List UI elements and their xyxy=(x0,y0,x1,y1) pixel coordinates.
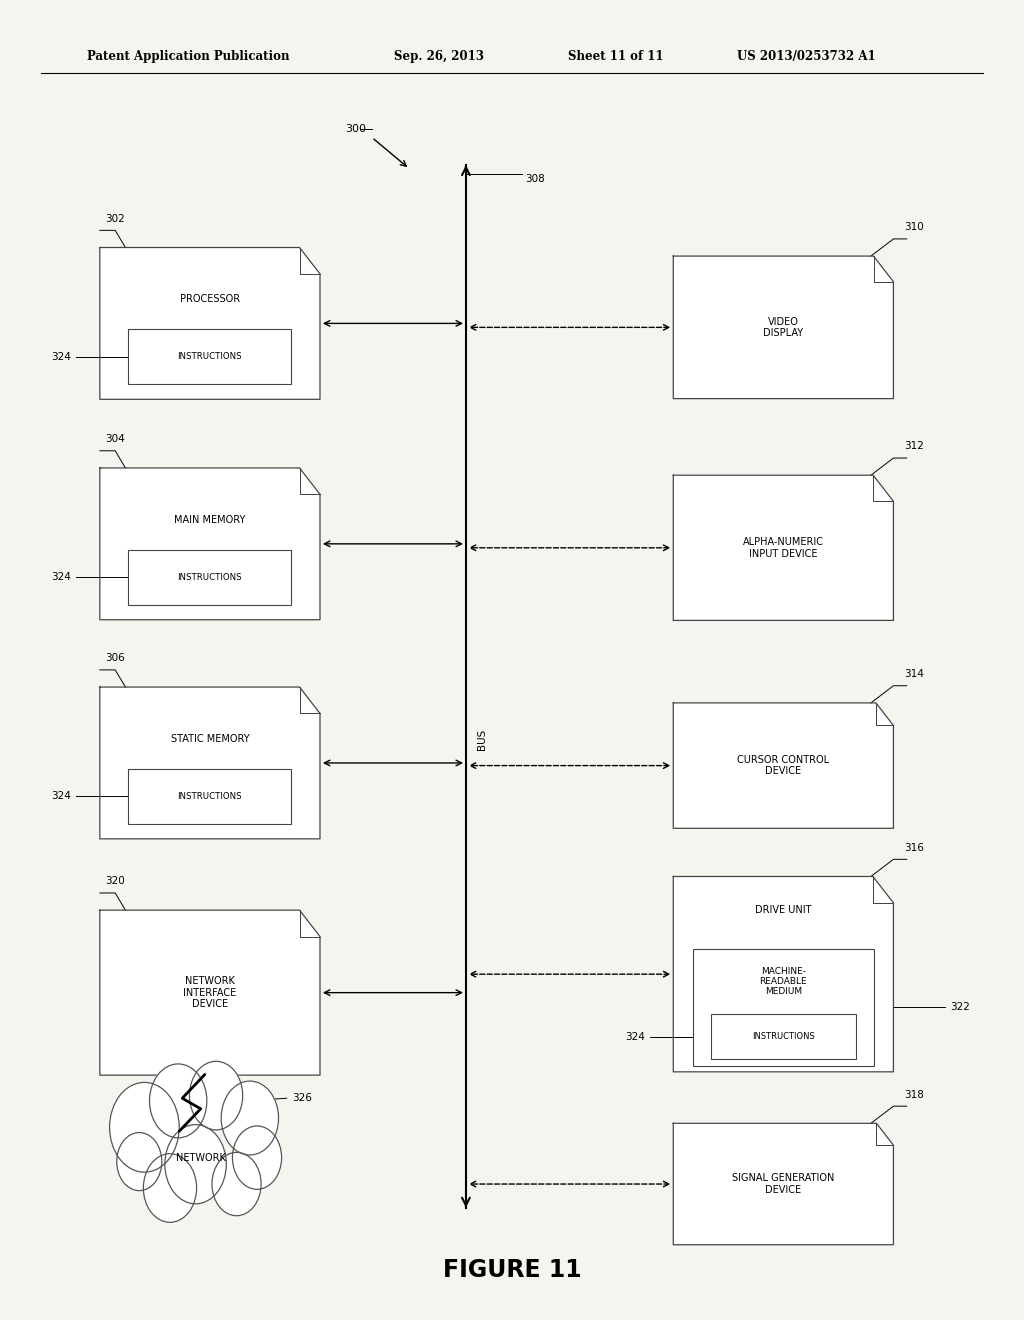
Text: 324: 324 xyxy=(625,1032,645,1041)
Text: INSTRUCTIONS: INSTRUCTIONS xyxy=(177,573,243,582)
Text: 310: 310 xyxy=(904,222,924,232)
Text: DRIVE UNIT: DRIVE UNIT xyxy=(755,904,812,915)
Text: 318: 318 xyxy=(904,1089,924,1100)
Polygon shape xyxy=(674,256,893,399)
Circle shape xyxy=(110,1082,179,1172)
Text: INSTRUCTIONS: INSTRUCTIONS xyxy=(177,792,243,801)
Polygon shape xyxy=(99,248,319,399)
Text: CURSOR CONTROL
DEVICE: CURSOR CONTROL DEVICE xyxy=(737,755,829,776)
Text: 324: 324 xyxy=(51,573,71,582)
Text: 302: 302 xyxy=(104,214,125,223)
Polygon shape xyxy=(99,911,319,1074)
Text: STATIC MEMORY: STATIC MEMORY xyxy=(171,734,249,743)
Circle shape xyxy=(143,1154,197,1222)
Polygon shape xyxy=(99,686,319,840)
Text: Sep. 26, 2013: Sep. 26, 2013 xyxy=(394,50,484,63)
Text: NETWORK
INTERFACE
DEVICE: NETWORK INTERFACE DEVICE xyxy=(183,975,237,1010)
Text: 324: 324 xyxy=(51,792,71,801)
Text: Sheet 11 of 11: Sheet 11 of 11 xyxy=(568,50,664,63)
Text: 320: 320 xyxy=(104,876,125,887)
Polygon shape xyxy=(99,469,319,620)
Text: MACHINE-
READABLE
MEDIUM: MACHINE- READABLE MEDIUM xyxy=(760,966,807,997)
Text: 312: 312 xyxy=(904,441,924,451)
Polygon shape xyxy=(674,702,893,829)
Text: VIDEO
DISPLAY: VIDEO DISPLAY xyxy=(763,317,804,338)
Text: 314: 314 xyxy=(904,669,924,678)
Bar xyxy=(128,330,292,384)
Circle shape xyxy=(232,1126,282,1189)
Text: US 2013/0253732 A1: US 2013/0253732 A1 xyxy=(737,50,876,63)
Bar xyxy=(128,770,292,824)
Polygon shape xyxy=(674,475,893,620)
Text: 324: 324 xyxy=(51,352,71,362)
Polygon shape xyxy=(674,876,893,1072)
Text: BUS: BUS xyxy=(477,729,487,750)
Circle shape xyxy=(150,1064,207,1138)
Text: 308: 308 xyxy=(525,174,545,185)
Circle shape xyxy=(212,1152,261,1216)
Bar xyxy=(693,949,873,1067)
Text: 300: 300 xyxy=(345,124,367,135)
Text: INSTRUCTIONS: INSTRUCTIONS xyxy=(177,352,243,362)
Text: 322: 322 xyxy=(950,1002,970,1012)
Bar xyxy=(128,550,292,605)
Text: Patent Application Publication: Patent Application Publication xyxy=(87,50,290,63)
Text: NETWORK: NETWORK xyxy=(176,1152,225,1163)
Circle shape xyxy=(221,1081,279,1155)
Text: ALPHA-NUMERIC
INPUT DEVICE: ALPHA-NUMERIC INPUT DEVICE xyxy=(742,537,824,558)
Text: 306: 306 xyxy=(104,653,125,663)
Circle shape xyxy=(165,1125,226,1204)
Polygon shape xyxy=(674,1123,893,1245)
Text: PROCESSOR: PROCESSOR xyxy=(180,294,240,304)
Text: FIGURE 11: FIGURE 11 xyxy=(442,1258,582,1282)
Text: 316: 316 xyxy=(904,842,924,853)
Text: 326: 326 xyxy=(292,1093,311,1104)
Bar xyxy=(711,1014,856,1059)
Text: MAIN MEMORY: MAIN MEMORY xyxy=(174,515,246,524)
Circle shape xyxy=(117,1133,162,1191)
Text: INSTRUCTIONS: INSTRUCTIONS xyxy=(752,1032,815,1041)
Circle shape xyxy=(189,1061,243,1130)
Text: SIGNAL GENERATION
DEVICE: SIGNAL GENERATION DEVICE xyxy=(732,1173,835,1195)
Text: 304: 304 xyxy=(104,434,125,444)
